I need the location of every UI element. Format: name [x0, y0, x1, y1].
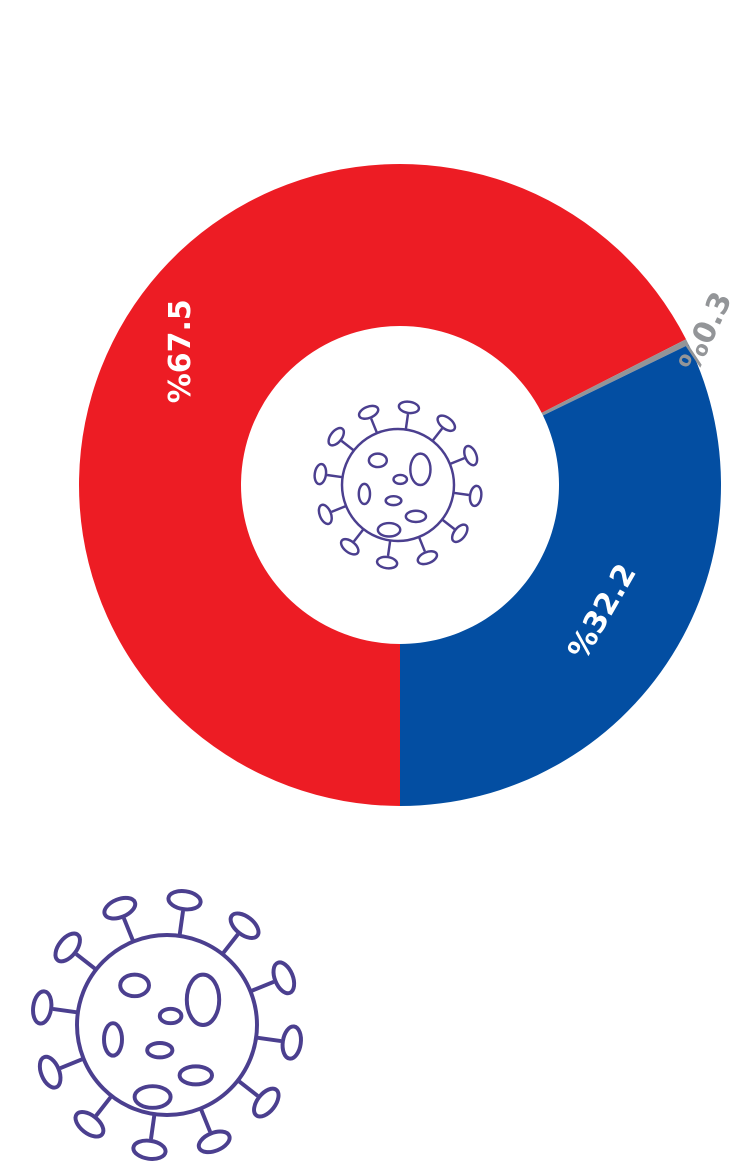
virus-stem — [249, 980, 275, 994]
virus-tip — [463, 444, 479, 467]
virus-tip — [339, 537, 360, 556]
slice — [541, 339, 689, 416]
virus-icon — [313, 400, 483, 570]
virus-tip — [397, 400, 421, 415]
virus-tip — [468, 484, 483, 508]
virus-tip — [327, 426, 346, 447]
virus-tip — [131, 1138, 168, 1161]
virus-tip — [31, 989, 54, 1026]
virus-tip — [53, 931, 82, 964]
virus-stem — [75, 952, 98, 972]
virus-spot — [384, 494, 403, 507]
virus-spot — [157, 1006, 184, 1026]
virus-stem — [255, 1035, 282, 1043]
virus-body — [340, 427, 456, 543]
virus-tip — [37, 1054, 63, 1090]
virus-tip — [271, 960, 297, 996]
virus-spot — [184, 972, 222, 1027]
virus-stem — [220, 933, 240, 956]
virus-stem — [331, 504, 347, 513]
virus-spot — [409, 452, 432, 487]
virus-spot — [177, 1064, 214, 1087]
virus-stem — [431, 427, 444, 442]
virus-stem — [326, 473, 343, 479]
virus-tip — [357, 404, 380, 420]
virus-stem — [340, 439, 355, 452]
virus-spot — [376, 521, 402, 538]
virus-tip — [196, 1129, 232, 1155]
virus-spot — [145, 1041, 175, 1060]
virus-stem — [453, 491, 470, 497]
virus-tip — [102, 895, 138, 921]
virus-stem — [236, 1078, 259, 1098]
virus-stem — [177, 910, 185, 937]
virus-tip — [252, 1086, 281, 1119]
virus-stem — [94, 1094, 114, 1117]
virus-tip — [450, 523, 469, 544]
virus-spot — [404, 509, 428, 524]
virus-icon — [31, 889, 303, 1161]
virus-stem — [370, 418, 379, 434]
virus-stem — [386, 540, 392, 557]
virus-stem — [417, 536, 426, 552]
virus-spot — [118, 972, 151, 999]
virus-spot — [102, 1021, 124, 1058]
virus-stem — [352, 528, 365, 543]
virus-tip — [375, 555, 399, 570]
virus-stem — [449, 457, 465, 466]
value-label: %67.5 — [163, 299, 198, 403]
virus-tip — [313, 462, 328, 486]
value-label: %0.3 — [673, 287, 740, 377]
virus-stem — [122, 917, 136, 943]
virus-stem — [59, 1056, 85, 1070]
slice — [400, 344, 721, 806]
virus-tip — [317, 503, 333, 526]
virus-stem — [198, 1107, 212, 1133]
virus-stem — [441, 518, 456, 531]
virus-spot — [367, 452, 389, 469]
virus-tip — [166, 889, 203, 912]
virus-spot — [132, 1084, 173, 1110]
virus-tip — [73, 1110, 106, 1139]
virus-spot — [357, 482, 372, 506]
virus-tip — [416, 550, 439, 566]
virus-tip — [436, 414, 457, 433]
donut — [78, 164, 721, 806]
virus-body — [75, 933, 259, 1117]
virus-spot — [392, 473, 409, 486]
virus-stem — [149, 1113, 157, 1140]
slice — [78, 164, 687, 806]
icons — [31, 400, 483, 1161]
virus-stem — [52, 1007, 79, 1015]
virus-stem — [404, 413, 410, 430]
virus-tip — [280, 1024, 303, 1061]
virus-tip — [228, 911, 261, 940]
